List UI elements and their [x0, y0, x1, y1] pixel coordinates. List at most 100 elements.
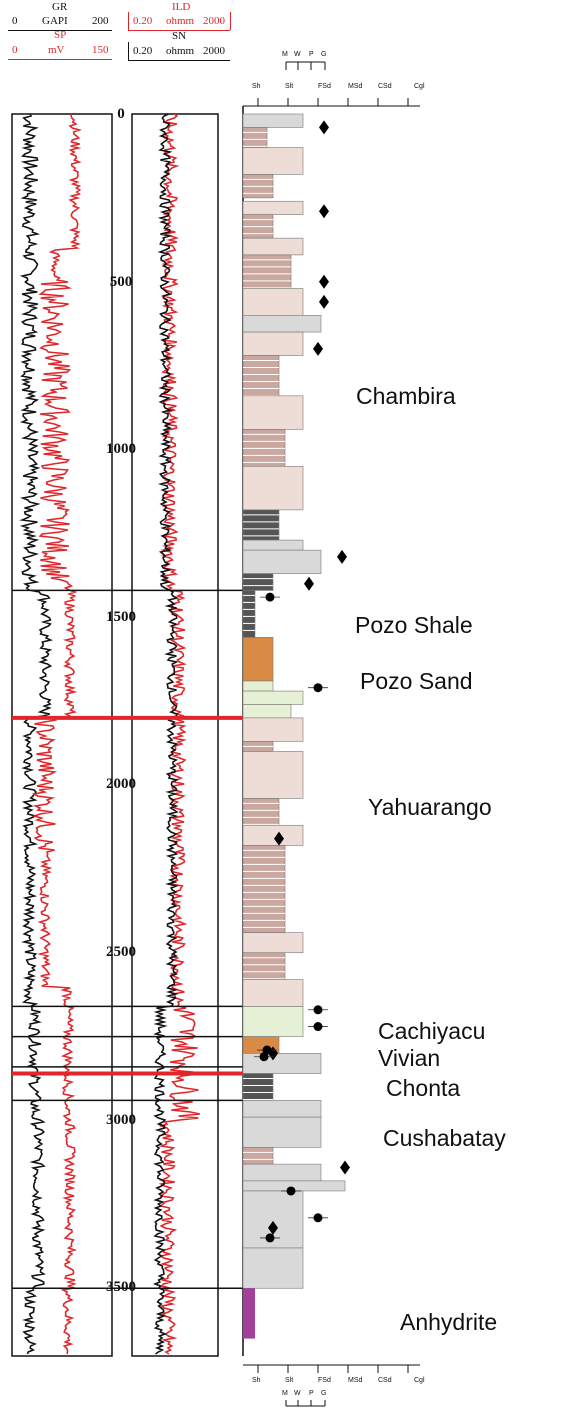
grain-label-msd: MSd [348, 83, 363, 90]
formation-cushabatay: Cushabatay [383, 1125, 506, 1151]
formation-pozo-sand: Pozo Sand [360, 668, 473, 694]
dot-symbol [286, 1186, 296, 1196]
grain-label-csd: CSd [378, 83, 392, 90]
grain-label-slt: Slt [285, 83, 294, 90]
gr-curve [19, 113, 54, 1355]
grain-label-fsd: FSd [318, 83, 331, 90]
diamond-symbol [274, 831, 284, 846]
dot-symbol [259, 1052, 269, 1062]
bed-sand-gray [242, 1163, 322, 1182]
sn-unit: ohmm [166, 45, 195, 57]
dot-symbol [265, 592, 275, 602]
bed-mud [242, 429, 286, 467]
depth-label-0: 0 [117, 106, 125, 122]
sorting-label-p: P [309, 51, 314, 58]
dot-symbol [313, 683, 323, 693]
bed-sand [242, 147, 304, 175]
bed-mud [242, 355, 280, 397]
gr-unit: GAPI [42, 15, 68, 27]
dot-symbol [313, 1022, 323, 1032]
dot-symbol [313, 1213, 323, 1223]
bed-sand-gray [242, 314, 322, 333]
bed-sand [242, 288, 304, 316]
formation-pozo-shale: Pozo Shale [355, 612, 473, 638]
sorting-label-m: M [282, 51, 288, 58]
sp-max: 150 [92, 44, 109, 56]
ild-scale-line [128, 30, 230, 31]
bed-mud [242, 845, 286, 933]
sorting-label-g: G [321, 51, 327, 58]
sn-box-left [128, 42, 129, 60]
grain-label-csd-bottom: CSd [378, 1377, 392, 1384]
sn-curve [152, 113, 180, 1355]
ild-max: 2000 [203, 15, 225, 27]
depth-label-2500: 2500 [106, 944, 136, 960]
formation-vivian: Vivian [378, 1045, 441, 1071]
depth-label-1000: 1000 [106, 441, 136, 457]
formation-chonta: Chonta [386, 1075, 461, 1101]
dot-symbol [265, 1233, 275, 1243]
sp-unit: mV [48, 44, 65, 56]
sorting-label-w: W [294, 51, 301, 58]
bed-sand-gray [242, 549, 322, 574]
bed-mud [242, 127, 268, 148]
gr-sp-track-frame [11, 113, 113, 1357]
bed-sand [242, 237, 304, 256]
grain-label-slt-bottom: Slt [285, 1377, 294, 1384]
bed-sand-gray [242, 539, 304, 551]
ild-unit: ohmm [166, 15, 195, 27]
gr-max: 200 [92, 15, 109, 27]
formation-anhydrite: Anhydrite [400, 1309, 498, 1335]
gr-name: GR [52, 1, 68, 13]
bed-sand [242, 331, 304, 356]
sp-name: SP [54, 29, 67, 41]
bed-sand [242, 824, 304, 846]
sorting-label-m-bottom: M [282, 1390, 288, 1397]
bed-orange [242, 637, 274, 682]
depth-label-3500: 3500 [106, 1279, 136, 1295]
sp-scale-line [8, 59, 112, 60]
grain-label-cgl-bottom: Cgl [414, 1377, 425, 1384]
bed-sand [242, 395, 304, 430]
diamond-symbol [337, 549, 347, 564]
depth-label-2000: 2000 [106, 776, 136, 792]
dot-symbol [313, 1005, 323, 1015]
bed-green [242, 704, 292, 719]
diamond-symbol [319, 120, 329, 135]
sn-max: 2000 [203, 45, 225, 57]
sorting-label-p-bottom: P [309, 1390, 314, 1397]
bed-shale [242, 1073, 274, 1101]
sn-min: 0.20 [133, 45, 153, 57]
grain-label-sh-bottom: Sh [252, 1377, 261, 1384]
sp-min: 0 [12, 44, 18, 56]
bed-mud [242, 952, 286, 980]
depth-label-1500: 1500 [106, 609, 136, 625]
bed-mud [242, 798, 280, 826]
diamond-symbol [304, 576, 314, 591]
bed-sand-gray [242, 1100, 322, 1118]
bed-sand-gray [242, 113, 304, 128]
grain-label-sh: Sh [252, 83, 261, 90]
bed-sand [242, 932, 304, 954]
sorting-label-g-bottom: G [321, 1390, 327, 1397]
sp-curve [31, 114, 83, 1355]
bed-green [242, 680, 274, 692]
grain-label-fsd-bottom: FSd [318, 1377, 331, 1384]
diamond-symbol [319, 274, 329, 289]
ild-curve [158, 113, 200, 1355]
depth-label-500: 500 [109, 274, 133, 290]
bed-sand [242, 200, 304, 215]
dot-symbol [262, 1045, 272, 1055]
diamond-symbol [319, 204, 329, 219]
bed-mud [242, 254, 292, 289]
formation-yahuarango: Yahuarango [368, 794, 492, 820]
bed-green [242, 690, 304, 705]
gr-min: 0 [12, 15, 18, 27]
ild-box-right [230, 12, 231, 30]
ild-box-left [128, 12, 129, 30]
formation-chambira: Chambira [356, 383, 456, 409]
bed-shale [242, 573, 274, 591]
sn-name: SN [172, 30, 187, 42]
bed-sand [242, 717, 304, 742]
